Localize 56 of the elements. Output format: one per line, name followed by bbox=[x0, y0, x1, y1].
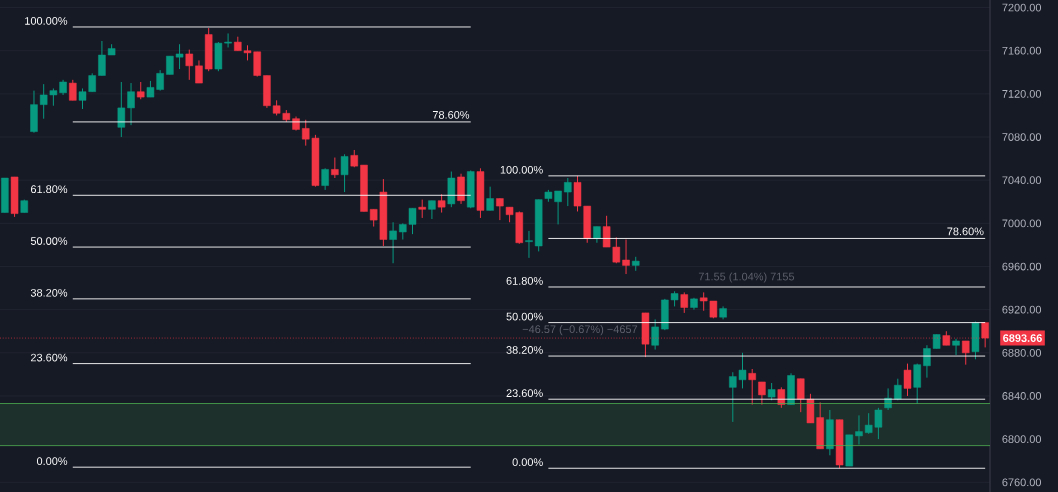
series-label: 78.60% bbox=[432, 110, 470, 119]
y-tick-label: 7040.00 bbox=[1002, 176, 1042, 185]
candlestick bbox=[564, 177, 572, 207]
candlestick bbox=[195, 59, 203, 84]
candlestick bbox=[651, 318, 659, 351]
candlestick bbox=[389, 221, 397, 264]
candlestick bbox=[680, 291, 689, 314]
y-tick-label: 6760.00 bbox=[1002, 478, 1042, 487]
series-label: 0.00% bbox=[36, 457, 68, 465]
series-label: 100.00% bbox=[500, 165, 543, 174]
y-tick-label: 7160.00 bbox=[1002, 46, 1042, 55]
candlestick bbox=[952, 338, 960, 356]
series-label: 23.60% bbox=[30, 353, 68, 362]
ref-line-label: 6893.66 bbox=[1003, 334, 1042, 342]
y-tick-label: 6800.00 bbox=[1002, 435, 1042, 444]
y-tick-label: 6960.00 bbox=[1002, 262, 1042, 271]
candlestick bbox=[525, 230, 533, 259]
y-tick-label: 6840.00 bbox=[1002, 392, 1042, 400]
y-tick-label: 7080.00 bbox=[1002, 133, 1042, 141]
y-tick-label: 6880.00 bbox=[1002, 348, 1042, 357]
candlestick bbox=[428, 200, 436, 220]
series-label: 0.00% bbox=[512, 458, 543, 467]
candlestick bbox=[69, 79, 77, 101]
candlestick bbox=[127, 82, 135, 126]
series-label: 38.20% bbox=[506, 346, 543, 354]
series-label: 50.00% bbox=[506, 312, 543, 321]
series-label: 100.00% bbox=[25, 17, 68, 25]
series-label: 78.60% bbox=[947, 227, 984, 236]
candlestick bbox=[340, 153, 349, 193]
candlestick bbox=[797, 378, 805, 413]
series-label: 38.20% bbox=[30, 288, 68, 297]
candlestick bbox=[748, 368, 756, 406]
annotation: −46.57 (−0.67%) −4657 bbox=[522, 325, 638, 336]
candlestick bbox=[321, 167, 329, 191]
candlestick bbox=[437, 193, 446, 214]
series-label: 23.60% bbox=[506, 389, 543, 398]
y-tick-label: 7200.00 bbox=[1002, 3, 1042, 12]
series-label: 61.80% bbox=[506, 277, 543, 285]
candlestick bbox=[855, 414, 863, 446]
candlestick bbox=[418, 199, 426, 219]
candlestick bbox=[622, 239, 630, 275]
series-label: 50.00% bbox=[30, 237, 68, 245]
candlestick bbox=[903, 363, 912, 397]
candlestick bbox=[913, 363, 921, 405]
candlestick bbox=[496, 198, 504, 221]
y-tick-label: 7000.00 bbox=[1002, 219, 1042, 228]
y-tick-label: 7120.00 bbox=[1002, 90, 1042, 98]
candlestick bbox=[758, 381, 766, 406]
y-tick-label: 6920.00 bbox=[1002, 305, 1042, 314]
series-label: 61.80% bbox=[30, 185, 68, 194]
annotation: 71.55 (1.04%) 7155 bbox=[698, 272, 795, 283]
candlestick bbox=[486, 186, 494, 211]
candlestick bbox=[117, 81, 126, 138]
candlestick bbox=[331, 157, 339, 179]
candlestick bbox=[185, 49, 194, 81]
candlestick bbox=[457, 173, 465, 205]
